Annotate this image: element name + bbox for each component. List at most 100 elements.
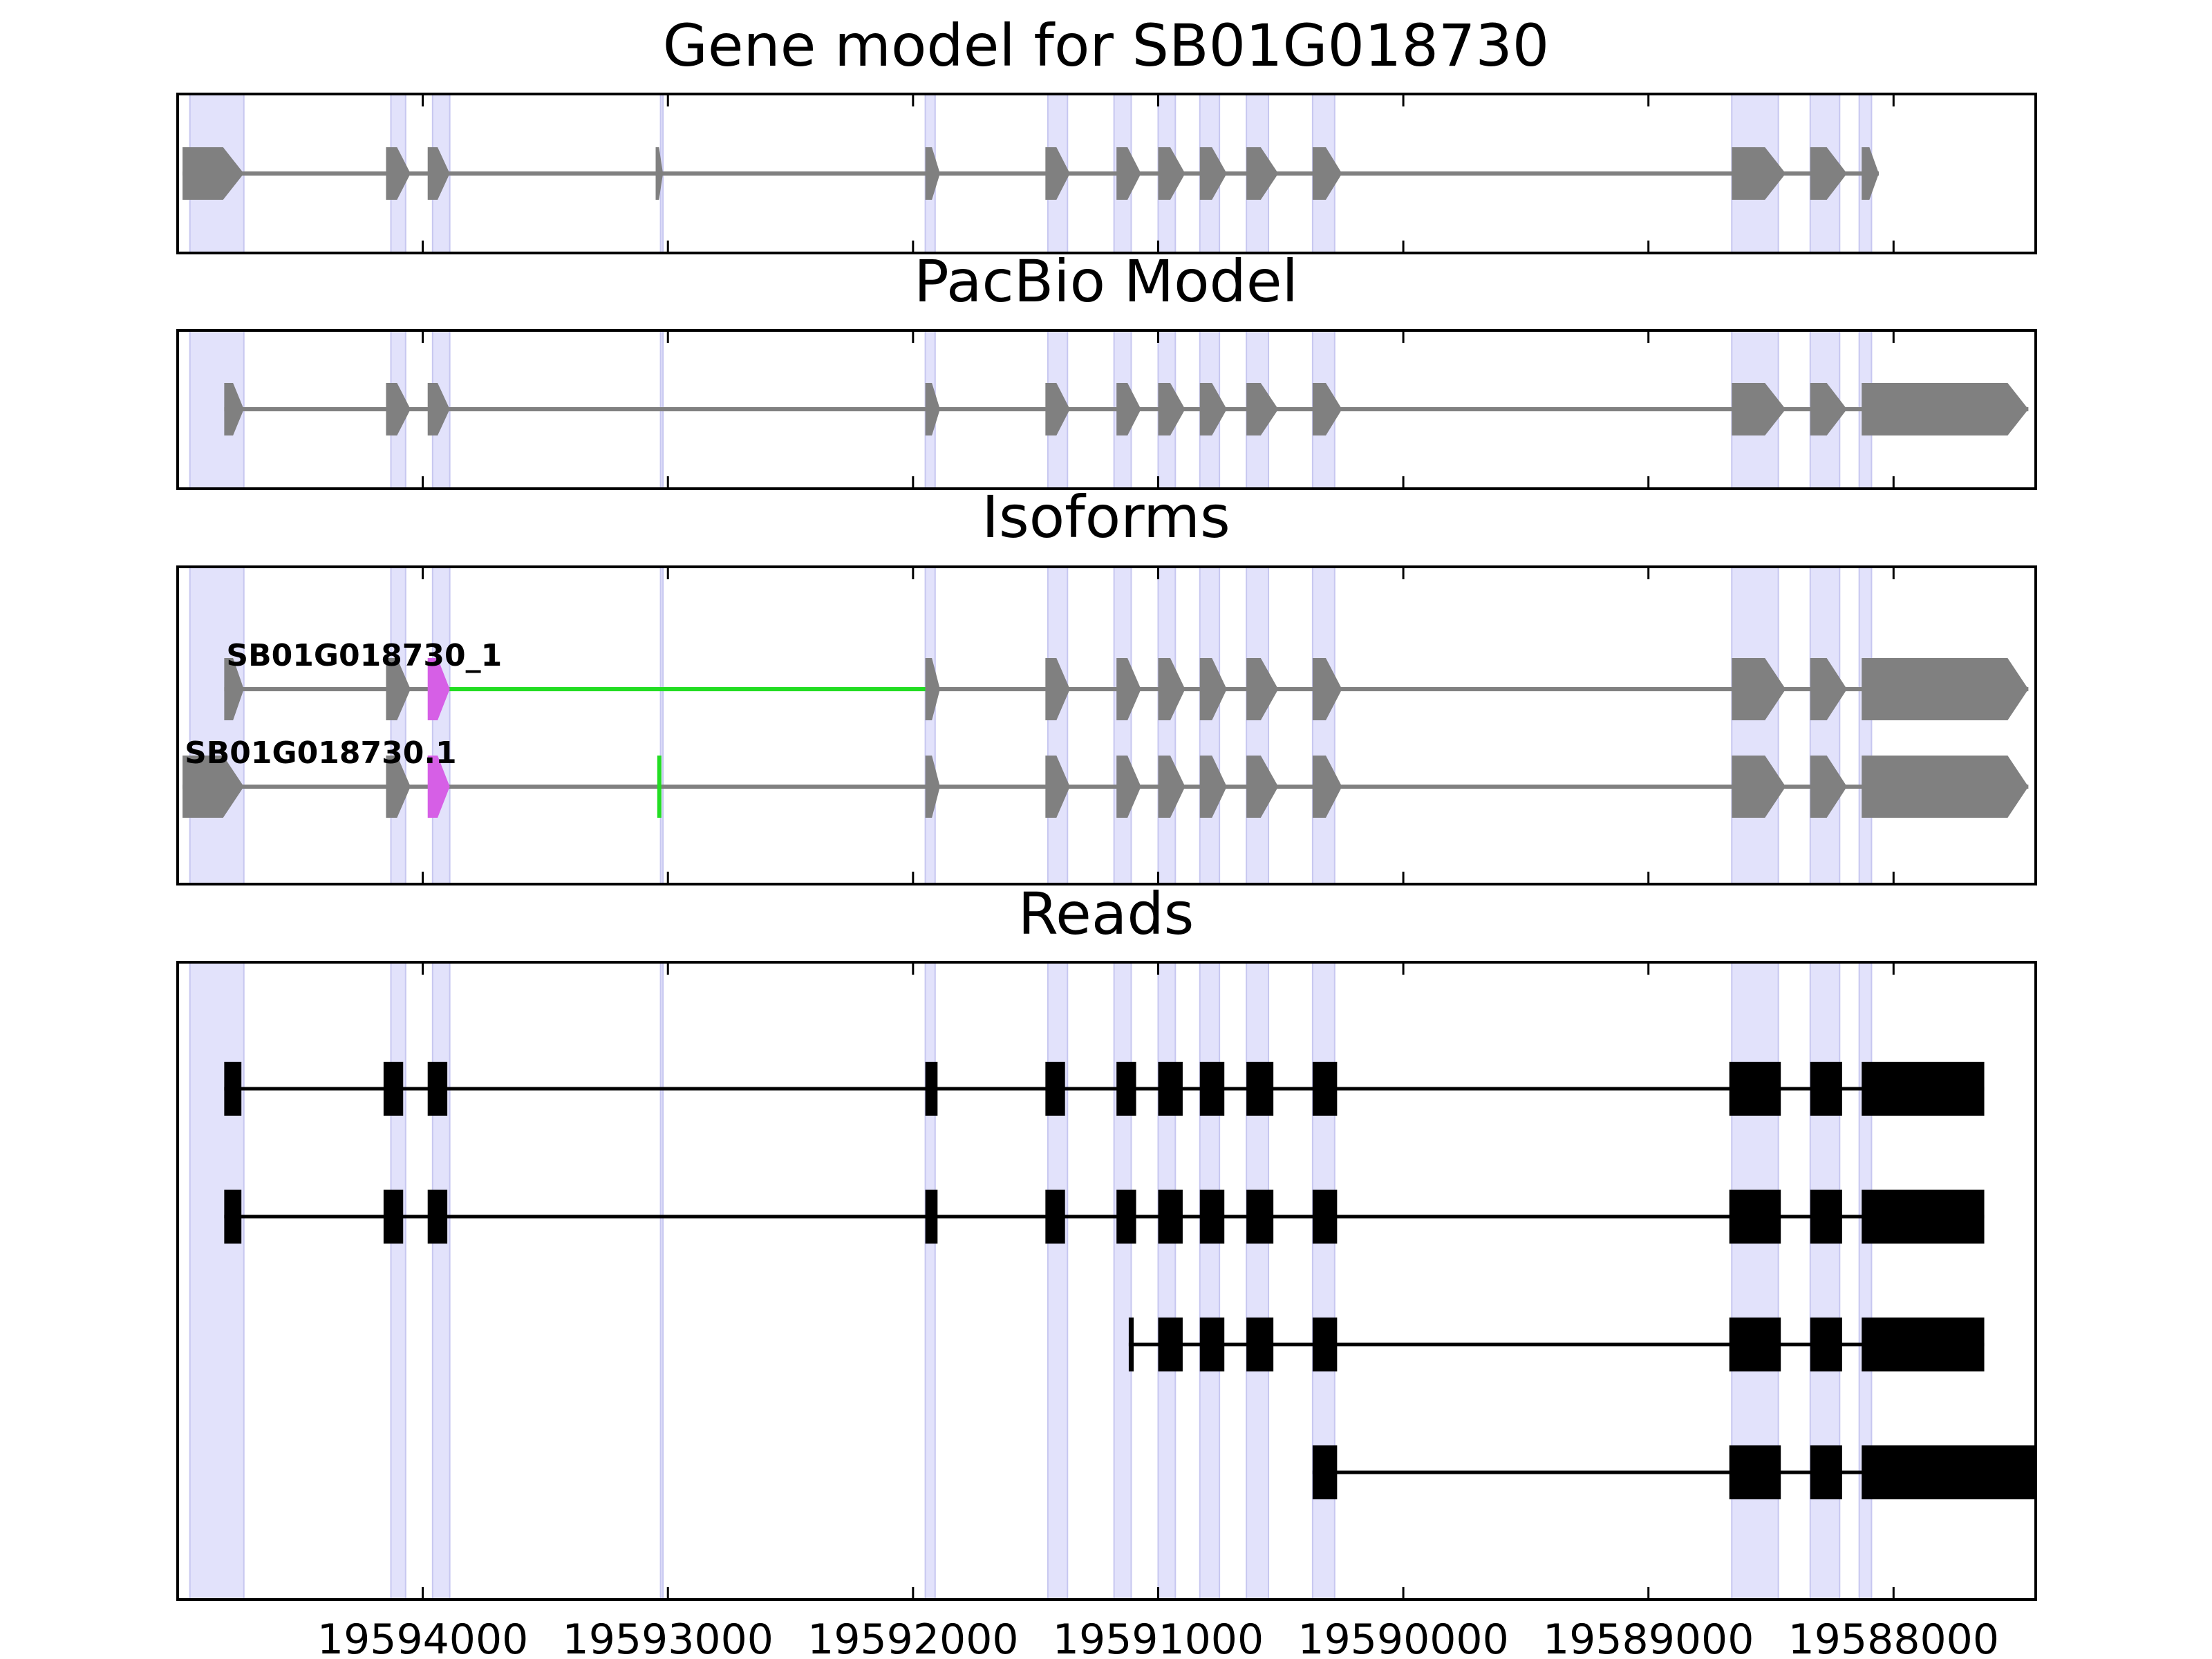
panel-gene-model-title: Gene model for SB01G018730 [663,12,1549,79]
reads-highlight-band-11 [1311,962,1335,1600]
reads-highlight-band-12 [1731,962,1779,1600]
isoforms-track-2-novel-exon-1 [427,756,450,818]
reads-read-3-exon-6 [1729,1318,1781,1371]
isoforms-track-2-exon-7 [1199,756,1227,818]
gene-model-track-1-exon-10 [1246,147,1279,200]
reads-read-2-exon-13 [1862,1190,1985,1244]
pacbio-model-track-1-exon-1 [224,383,244,435]
panel-reads-frame [176,961,2037,1601]
pacbio-model-track-1-exon-9 [1246,383,1279,435]
reads-read-4-exon-3 [1810,1445,1842,1499]
reads-highlight-band-5 [924,962,936,1600]
reads-read-1-exon-9 [1246,1062,1274,1116]
isoforms-track-2-exon-4 [1045,756,1070,818]
reads-read-4-exon-1 [1312,1445,1338,1499]
panel-reads-tracks [224,1062,2036,1499]
reads-read-1-exon-7 [1158,1062,1183,1116]
panel-reads-title: Reads [1018,880,1194,948]
pacbio-model-track-1-exon-12 [1810,383,1847,435]
gene-model-track-1-exon-9 [1199,147,1227,200]
isoforms-track-2-exon-2 [386,756,411,818]
gene-model-track-1-exon-6 [1045,147,1070,200]
pacbio-model-axes-frame [176,329,2037,490]
isoforms-track-1-label: SB01G018730_1 [226,638,502,673]
reads-read-1-exon-13 [1862,1062,1985,1116]
isoforms-track-2-exon-11 [1810,756,1847,818]
reads-read-2-exon-8 [1199,1190,1225,1244]
pacbio-model-track-1-exon-8 [1199,383,1227,435]
panel-gene-model: Gene model for SB01G018730 [176,12,2037,254]
panel-isoforms-frame [176,565,2037,885]
isoforms-highlight-band-13 [1809,566,1841,885]
reads-read-3-exon-4 [1246,1318,1274,1371]
panel-reads: Reads [176,880,2037,1601]
pacbio-model-track-1-exon-4 [925,383,940,435]
x-axis-tick-labels: 19594000 19593000 19592000 19591000 19590000… [317,1615,1999,1659]
isoforms-track-1-exon-4 [1045,658,1070,720]
reads-read-1-exon-6 [1116,1062,1136,1116]
isoforms-track-1-exon-12 [1862,658,2029,720]
isoforms-track-2-exon-3 [925,756,940,818]
gene-model-track-1-exon-2 [386,147,411,200]
isoforms-highlight-band-7 [1113,566,1132,885]
isoforms-track-1-novel-exon-1 [427,658,450,720]
panel-isoforms-title: Isoforms [982,483,1230,551]
panel-pacbio-model: PacBio Model [176,247,2037,490]
reads-read-4-exon-4 [1862,1445,2036,1499]
reads-highlight-band-1 [189,962,245,1600]
reads-read-2-exon-9 [1246,1190,1274,1244]
reads-read-2-exon-1 [224,1190,242,1244]
reads-read-1-exon-1 [224,1062,242,1116]
reads-read-3-exon-3 [1199,1318,1225,1371]
isoforms-highlight-band-8 [1157,566,1177,885]
reads-highlight-band-3 [431,962,451,1600]
reads-read-1-exon-5 [1045,1062,1065,1116]
reads-read-3-exon-2 [1158,1318,1183,1371]
isoforms-highlight-band-12 [1731,566,1779,885]
gene-model-track-1-exon-7 [1116,147,1141,200]
isoforms-highlight-band-9 [1199,566,1221,885]
isoforms-track-1-exon-1 [224,658,244,720]
reads-read-2-exon-5 [1045,1190,1065,1244]
gene-model-track-1-exon-4 [655,147,664,200]
pacbio-model-track-1-exon-7 [1158,383,1185,435]
reads-read-1-exon-12 [1810,1062,1842,1116]
gene-model-track-1-exon-12 [1732,147,1786,200]
isoforms-highlight-band-10 [1246,566,1270,885]
reads-read-3-exon-7 [1810,1318,1842,1371]
panel-isoforms: Isoforms SB01G018730_1 SB01G018730.1 [176,483,2037,885]
isoforms-track-1-exon-2 [386,658,411,720]
gene-model-track-1-exon-1 [182,147,244,200]
reads-read-1-exon-4 [925,1062,938,1116]
pacbio-model-track-1-exon-11 [1732,383,1786,435]
reads-highlight-band-14 [1858,962,1873,1600]
isoforms-track-1-exon-7 [1199,658,1227,720]
reads-highlight-band-9 [1199,962,1221,1600]
isoforms-track-2-exon-5 [1116,756,1141,818]
isoforms-highlight-band-5 [924,566,936,885]
reads-read-2-exon-4 [925,1190,938,1244]
pacbio-model-track-1-exon-2 [386,383,411,435]
isoforms-track-2-exon-6 [1158,756,1185,818]
isoforms-track-1-exon-5 [1116,658,1141,720]
isoforms-highlight-band-14 [1858,566,1873,885]
isoforms-track-2-exon-8 [1246,756,1279,818]
isoforms-track-2-exon-9 [1312,756,1342,818]
reads-highlight-band-7 [1113,962,1132,1600]
gene-model-track-1-exon-11 [1312,147,1342,200]
isoforms-highlight-band-11 [1311,566,1335,885]
gene-model-track-1-exon-5 [925,147,940,200]
pacbio-model-track-1-exon-3 [427,383,450,435]
reads-read-1-exon-8 [1199,1062,1225,1116]
isoforms-highlight-band-3 [431,566,451,885]
reads-highlight-band-2 [390,962,406,1600]
isoforms-track-2-exon-12 [1862,756,2029,818]
panel-gene-model-frame [176,93,2037,254]
reads-read-2-exon-10 [1312,1190,1338,1244]
reads-read-4-exon-2 [1729,1445,1781,1499]
reads-read-1-exon-2 [383,1062,404,1116]
isoforms-track-2-exon-1 [182,756,244,818]
panel-isoforms-tracks: SB01G018730_1 SB01G018730.1 [182,638,2029,818]
reads-read-2-exon-11 [1729,1190,1781,1244]
